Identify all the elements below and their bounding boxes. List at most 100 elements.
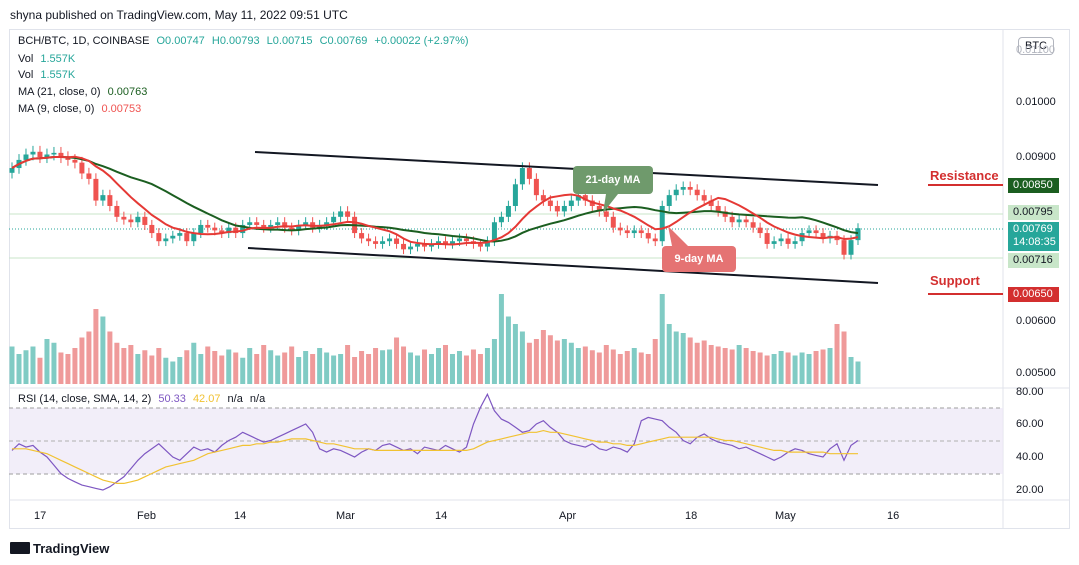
time-tick: 18 bbox=[685, 510, 698, 522]
volume-bar bbox=[652, 339, 658, 384]
candle-body bbox=[722, 211, 728, 217]
candle-body bbox=[345, 211, 351, 217]
volume-bar bbox=[254, 354, 260, 384]
volume-bar bbox=[37, 357, 43, 384]
legend-vol-label[interactable]: Vol bbox=[18, 69, 34, 81]
candle-body bbox=[240, 224, 246, 234]
legend-ma21-value: 0.00763 bbox=[107, 86, 148, 98]
candle-body bbox=[526, 168, 532, 179]
volume-bar bbox=[533, 339, 539, 384]
volume-bar bbox=[163, 357, 169, 384]
volume-bar bbox=[289, 346, 295, 384]
volume-bar bbox=[848, 357, 854, 384]
ma9-callout: 9-day MA bbox=[662, 246, 736, 272]
candle-body bbox=[666, 195, 672, 206]
candle-body bbox=[547, 200, 553, 206]
candle-body bbox=[37, 151, 43, 158]
legend-vol-label[interactable]: Vol bbox=[18, 53, 34, 65]
candle-body bbox=[142, 216, 148, 225]
currency-button[interactable]: BTC bbox=[1018, 37, 1054, 55]
volume-bar bbox=[498, 294, 504, 384]
candle-body bbox=[743, 219, 749, 223]
candle-body bbox=[86, 173, 92, 179]
candle-body bbox=[533, 178, 539, 196]
candle-body bbox=[582, 195, 588, 201]
volume-bar bbox=[191, 342, 197, 384]
candle-body bbox=[764, 233, 770, 244]
volume-bar bbox=[470, 349, 476, 384]
time-tick: 14 bbox=[234, 510, 247, 522]
volume-bar bbox=[268, 350, 274, 384]
candle-body bbox=[771, 241, 777, 244]
support-label: Support bbox=[930, 273, 980, 288]
volume-bar bbox=[30, 346, 36, 384]
volume-bar bbox=[771, 354, 777, 384]
rsi-sma-line bbox=[12, 429, 858, 484]
candle-body bbox=[799, 233, 805, 242]
volume-bar bbox=[855, 361, 861, 384]
volume-bar bbox=[107, 331, 113, 384]
candle-body bbox=[65, 157, 71, 160]
legend-rsi-sma: 42.07 bbox=[192, 393, 221, 405]
volume-bar bbox=[806, 354, 812, 384]
volume-bar bbox=[233, 352, 239, 384]
candle-body bbox=[442, 241, 448, 244]
resistance-label: Resistance bbox=[930, 168, 999, 183]
time-tick: Apr bbox=[559, 510, 577, 522]
volume-bar bbox=[240, 357, 246, 384]
volume-bar bbox=[757, 352, 763, 384]
volume-bar bbox=[142, 350, 148, 384]
volume-bar bbox=[526, 342, 532, 384]
candle-body bbox=[456, 238, 462, 242]
candle-body bbox=[820, 233, 826, 239]
legend-ma9-label[interactable]: MA (9, close, 0) bbox=[18, 103, 95, 115]
candle-body bbox=[778, 238, 784, 242]
candle-body bbox=[219, 230, 225, 234]
volume-bars bbox=[9, 294, 861, 384]
candle-body bbox=[422, 243, 428, 247]
volume-bar bbox=[296, 357, 302, 384]
candle-body bbox=[415, 243, 421, 247]
volume-bar bbox=[442, 345, 448, 384]
legend-ma21-label[interactable]: MA (21, close, 0) bbox=[18, 86, 101, 98]
candle-body bbox=[638, 230, 644, 234]
volume-bar bbox=[792, 355, 798, 384]
volume-bar bbox=[86, 331, 92, 384]
ma9-callout-pointer bbox=[668, 226, 688, 246]
volume-bar bbox=[352, 357, 358, 384]
price-tick: 0.00500 bbox=[1016, 367, 1056, 379]
volume-bar bbox=[261, 345, 267, 384]
volume-bar bbox=[114, 342, 120, 384]
legend-vol-row-2: Vol 1.557K bbox=[18, 69, 75, 81]
volume-bar bbox=[484, 348, 490, 384]
candle-body bbox=[848, 240, 854, 255]
candle-body bbox=[380, 241, 386, 244]
legend-change: +0.00022 (+2.97%) bbox=[374, 35, 469, 47]
volume-bar bbox=[827, 348, 833, 384]
legend-rsi-label[interactable]: RSI (14, close, SMA, 14, 2) bbox=[18, 393, 152, 405]
volume-bar bbox=[359, 351, 365, 384]
volume-bar bbox=[631, 348, 637, 384]
volume-bar bbox=[303, 351, 309, 384]
volume-bar bbox=[505, 316, 511, 384]
volume-bar bbox=[184, 350, 190, 384]
volume-bar bbox=[72, 348, 78, 384]
volume-bar bbox=[331, 355, 337, 384]
candle-body bbox=[72, 159, 78, 163]
legend-symbol[interactable]: BCH/BTC, 1D, COINBASE bbox=[18, 35, 150, 47]
volume-bar bbox=[380, 350, 386, 384]
candle-body bbox=[673, 189, 679, 196]
volume-bar bbox=[9, 346, 15, 384]
volume-bar bbox=[799, 352, 805, 384]
candle-body bbox=[855, 228, 861, 241]
volume-bar bbox=[575, 348, 581, 384]
volume-bar bbox=[149, 355, 155, 384]
publish-info: shyna published on TradingView.com, May … bbox=[10, 8, 348, 22]
volume-bar bbox=[170, 361, 176, 384]
candle-body bbox=[631, 230, 637, 234]
volume-bar bbox=[708, 345, 714, 384]
footer-brand[interactable]: TradingView bbox=[10, 541, 109, 556]
candle-body bbox=[806, 230, 812, 234]
candle-body bbox=[296, 224, 302, 231]
